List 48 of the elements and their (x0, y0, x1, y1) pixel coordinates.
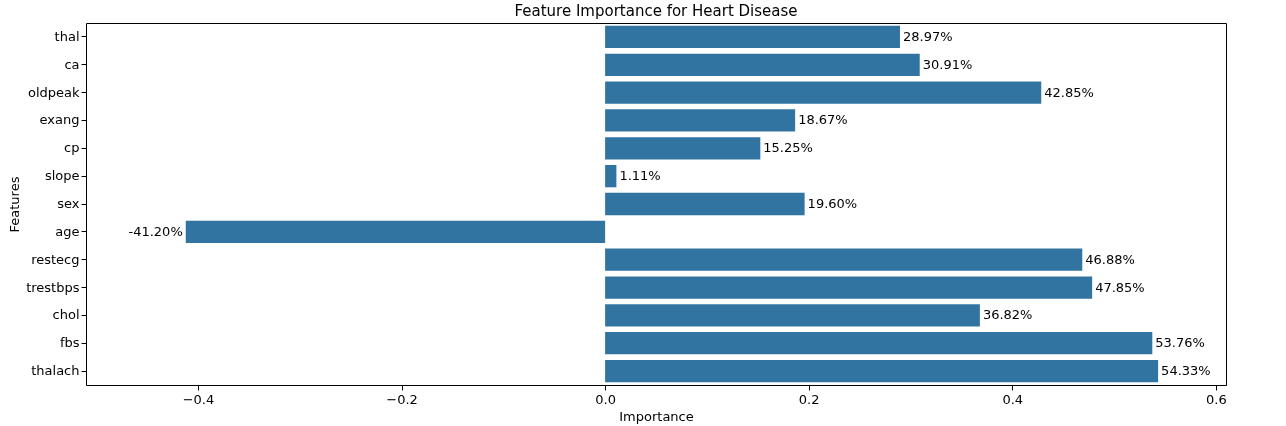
data-label: 53.76% (1155, 335, 1205, 351)
x-axis-title: Importance (619, 408, 694, 424)
data-label: 47.85% (1095, 279, 1145, 295)
x-tick-label: −0.4 (182, 391, 215, 407)
x-tick-label: 0.2 (798, 391, 820, 407)
bar (605, 332, 1153, 355)
y-tick-label: restecg (31, 251, 80, 267)
y-tick-label: oldpeak (27, 84, 80, 100)
bar (605, 109, 796, 132)
x-tick-label: 0.0 (595, 391, 616, 407)
bar (605, 53, 920, 76)
y-tick-label: sex (57, 196, 80, 211)
x-tick-label: 0.6 (1205, 391, 1227, 407)
data-label: 54.33% (1161, 363, 1211, 379)
y-tick-label: slope (44, 168, 80, 184)
chart-title: Feature Importance for Heart Disease (514, 2, 798, 20)
data-label: 28.97% (902, 28, 953, 44)
bar (185, 220, 606, 243)
bar (605, 248, 1083, 271)
data-label: 15.25% (763, 140, 813, 156)
data-label: 18.67% (798, 112, 848, 128)
y-axis-title: Features (7, 176, 23, 233)
data-label: 1.11% (619, 168, 661, 184)
bar (605, 81, 1042, 104)
bar (605, 359, 1159, 383)
y-tick-label: cp (64, 140, 80, 156)
y-tick-label: trestbps (26, 279, 80, 295)
bar (605, 137, 761, 160)
bar (605, 192, 805, 216)
bar (605, 276, 1093, 299)
y-tick-label: ca (64, 56, 80, 72)
x-tick-label: 0.4 (1002, 391, 1024, 407)
y-tick-label: age (55, 223, 80, 239)
data-label: 46.88% (1085, 251, 1135, 267)
y-tick-label: thalach (31, 363, 80, 379)
y-tick-label: thal (54, 28, 80, 44)
data-label: 36.82% (982, 307, 1033, 323)
y-tick-label: fbs (59, 335, 80, 351)
x-tick-label: −0.2 (386, 391, 418, 407)
data-label: 30.91% (922, 56, 973, 72)
data-label: 42.85% (1044, 84, 1094, 100)
bar (605, 165, 617, 188)
data-label: 19.60% (807, 196, 858, 211)
y-tick-label: chol (52, 307, 80, 323)
bar (605, 25, 900, 49)
data-label: -41.20% (128, 223, 183, 239)
y-tick-label: exang (39, 112, 80, 128)
bar (605, 304, 980, 327)
